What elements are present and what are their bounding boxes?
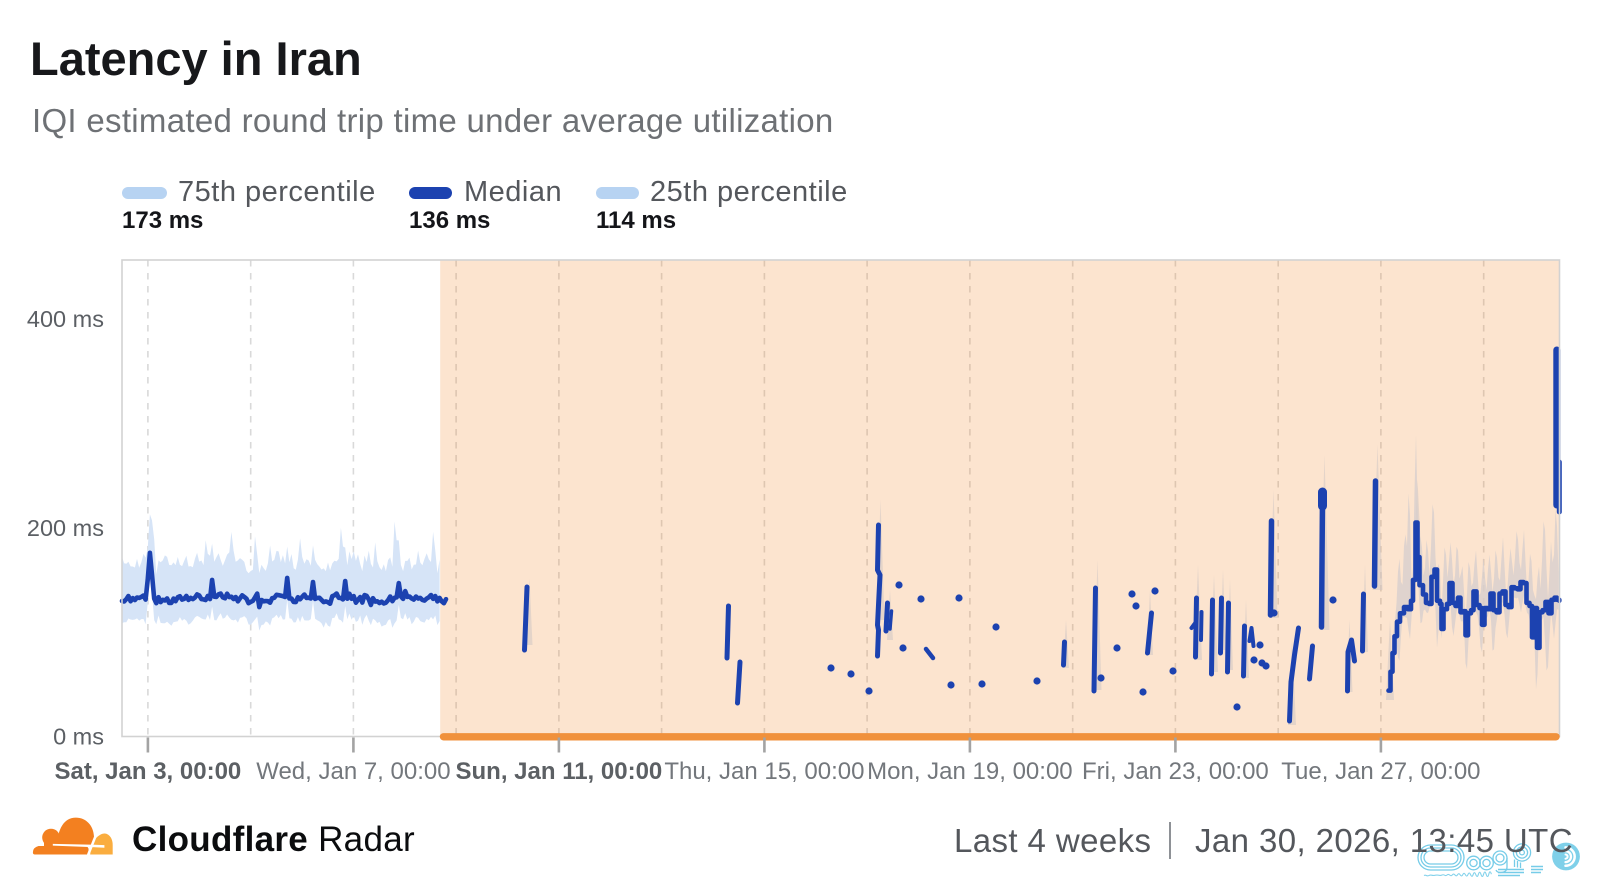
svg-text:Wed, Jan 7, 00:00: Wed, Jan 7, 00:00 <box>256 758 450 785</box>
svg-text:Thu, Jan 15, 00:00: Thu, Jan 15, 00:00 <box>664 758 864 785</box>
svg-text:Tue, Jan 27, 00:00: Tue, Jan 27, 00:00 <box>1281 758 1480 785</box>
svg-text:Fri, Jan 23, 00:00: Fri, Jan 23, 00:00 <box>1082 758 1269 785</box>
svg-text:200 ms: 200 ms <box>27 515 104 541</box>
svg-text:400 ms: 400 ms <box>27 306 104 332</box>
svg-text:Mon, Jan 19, 00:00: Mon, Jan 19, 00:00 <box>867 758 1072 785</box>
svg-text:Sun, Jan 11, 00:00: Sun, Jan 11, 00:00 <box>456 758 663 785</box>
svg-text:0 ms: 0 ms <box>53 724 104 750</box>
svg-text:Sat, Jan 3, 00:00: Sat, Jan 3, 00:00 <box>55 758 242 785</box>
